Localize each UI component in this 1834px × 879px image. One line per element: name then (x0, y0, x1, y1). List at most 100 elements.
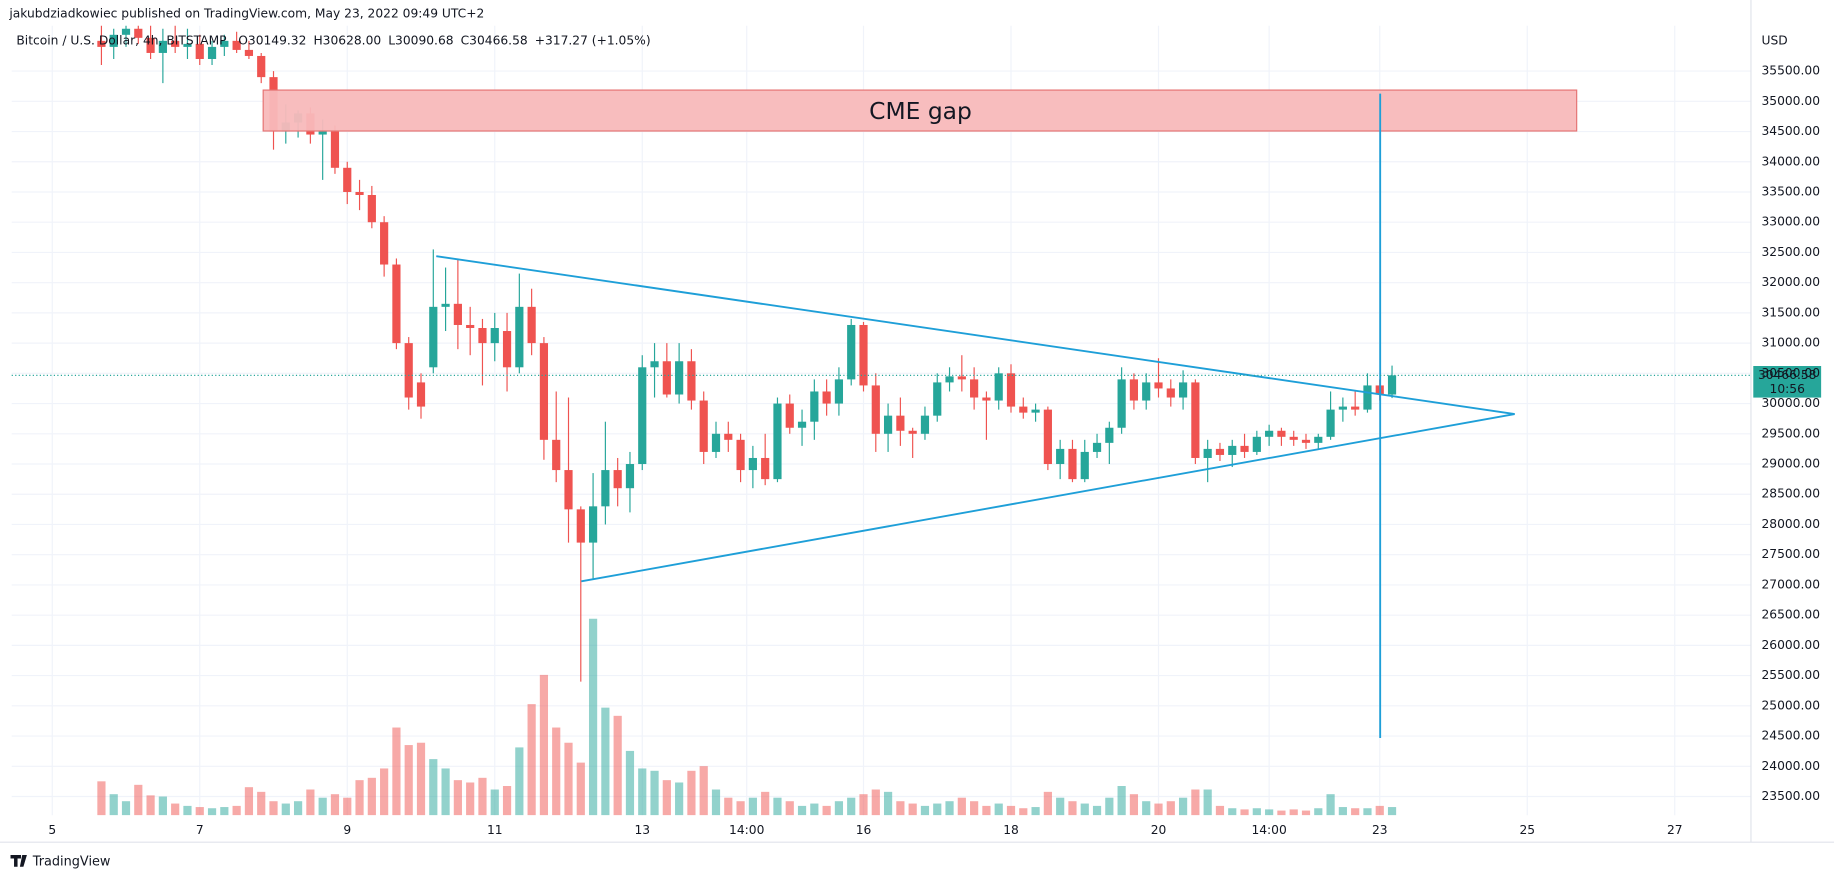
candle-body (490, 328, 499, 344)
candle-body (810, 391, 819, 422)
y-tick-label: 35000.00 (1761, 94, 1820, 108)
y-tick-label: 29500.00 (1761, 426, 1820, 440)
candle-body (97, 40, 106, 47)
candle-body (355, 191, 364, 196)
volume-bar (625, 750, 635, 816)
countdown-label: 10:56 (1770, 382, 1806, 396)
ohlc-label: +317.27 (+1.05%) (535, 33, 651, 47)
candle-body (1338, 406, 1347, 410)
candle-body (318, 131, 327, 135)
candle-body (1043, 409, 1052, 465)
volume-bar (1351, 808, 1360, 816)
volume-bar (539, 674, 549, 816)
volume-bar (588, 618, 598, 816)
volume-bar (1326, 794, 1335, 816)
triangle-lower-line (581, 413, 1515, 583)
x-tick-label: 7 (196, 823, 204, 837)
volume-bar (1019, 808, 1028, 816)
axes: 23500.00 24000.00 24500.00 25000.00 25500.00… (48, 64, 1820, 837)
y-tick-label: 23500.00 (1761, 789, 1820, 803)
candle-body (945, 376, 954, 383)
volume-bar (761, 791, 770, 816)
ohlc-label: L30090.68 (388, 33, 453, 47)
candle-body (748, 457, 757, 471)
volume-bar (416, 742, 426, 816)
volume-bar (232, 805, 241, 816)
candle-body (638, 367, 647, 465)
volume-bar (1043, 791, 1052, 816)
volume-bar (711, 789, 721, 816)
candle-body (1154, 382, 1163, 389)
volume-bar (1203, 789, 1212, 816)
volume-layer (97, 618, 1397, 816)
cme-gap-box (262, 89, 1578, 132)
candle-body (1031, 409, 1040, 413)
x-tick-label: 5 (48, 823, 56, 837)
candle-body (773, 403, 782, 480)
volume-bar (1080, 803, 1089, 816)
volume-bar (1375, 805, 1384, 816)
volume-bar (281, 803, 290, 816)
volume-bar (478, 777, 487, 816)
y-tick-label: 24000.00 (1761, 759, 1820, 773)
candle-body (1228, 445, 1237, 455)
candle-body (1105, 427, 1114, 443)
candle-body (625, 464, 635, 489)
volume-bar (1301, 810, 1311, 816)
candle-body (797, 421, 807, 428)
candle-body (601, 470, 610, 507)
volume-bar (1166, 801, 1175, 816)
y-tick-label: 25500.00 (1761, 668, 1820, 682)
volume-bar (1240, 809, 1249, 816)
candle-body (1215, 448, 1225, 455)
y-tick-label: 31000.00 (1761, 336, 1820, 350)
volume-bar (1142, 801, 1151, 816)
y-tick-label: 27000.00 (1761, 577, 1820, 591)
candle-body (232, 40, 241, 50)
footer: TradingView (10, 855, 110, 870)
candle-body (539, 343, 549, 440)
volume-bar (1056, 797, 1065, 816)
volume-bar (1228, 808, 1237, 816)
volume-bar (97, 781, 106, 816)
y-tick-label: 35500.00 (1761, 64, 1820, 78)
candle-body (1203, 448, 1212, 458)
volume-bar (392, 727, 401, 816)
symbol-title: Bitcoin / U.S. Dollar, 4h, BITSTAMP (16, 33, 226, 47)
candle-body (502, 331, 512, 368)
candle-body (724, 433, 733, 440)
candle-body (564, 470, 573, 510)
candle-body (1252, 436, 1261, 452)
candle-body (429, 306, 438, 368)
candle-body (392, 264, 401, 344)
volume-bar (1252, 808, 1261, 816)
candle-body (527, 306, 536, 344)
volume-bar (1314, 808, 1323, 816)
volume-bar (207, 808, 217, 816)
volume-bar (1092, 805, 1102, 816)
candle-body (416, 382, 426, 407)
candle-body (761, 457, 770, 480)
volume-bar (1068, 801, 1077, 816)
volume-bar (109, 794, 118, 816)
volume-bar (822, 805, 831, 816)
volume-bar (994, 803, 1003, 816)
candle-body (1387, 375, 1397, 395)
volume-bar (810, 803, 819, 816)
volume-bar (527, 704, 536, 816)
volume-bar (380, 768, 389, 816)
candle-body (195, 43, 204, 59)
x-tick-label: 9 (343, 823, 351, 837)
candle-body (441, 303, 450, 307)
candle-body (1166, 388, 1175, 398)
volume-bar (982, 805, 991, 816)
x-tick-label: 23 (1372, 823, 1388, 837)
candle-body (1080, 451, 1089, 480)
candle-body (1129, 379, 1139, 401)
volume-bar (1031, 807, 1040, 816)
volume-bar (896, 801, 905, 816)
volume-bar (306, 789, 315, 816)
volume-bar (638, 768, 647, 816)
y-tick-label: 28000.00 (1761, 517, 1820, 531)
candle-body (1056, 448, 1065, 465)
